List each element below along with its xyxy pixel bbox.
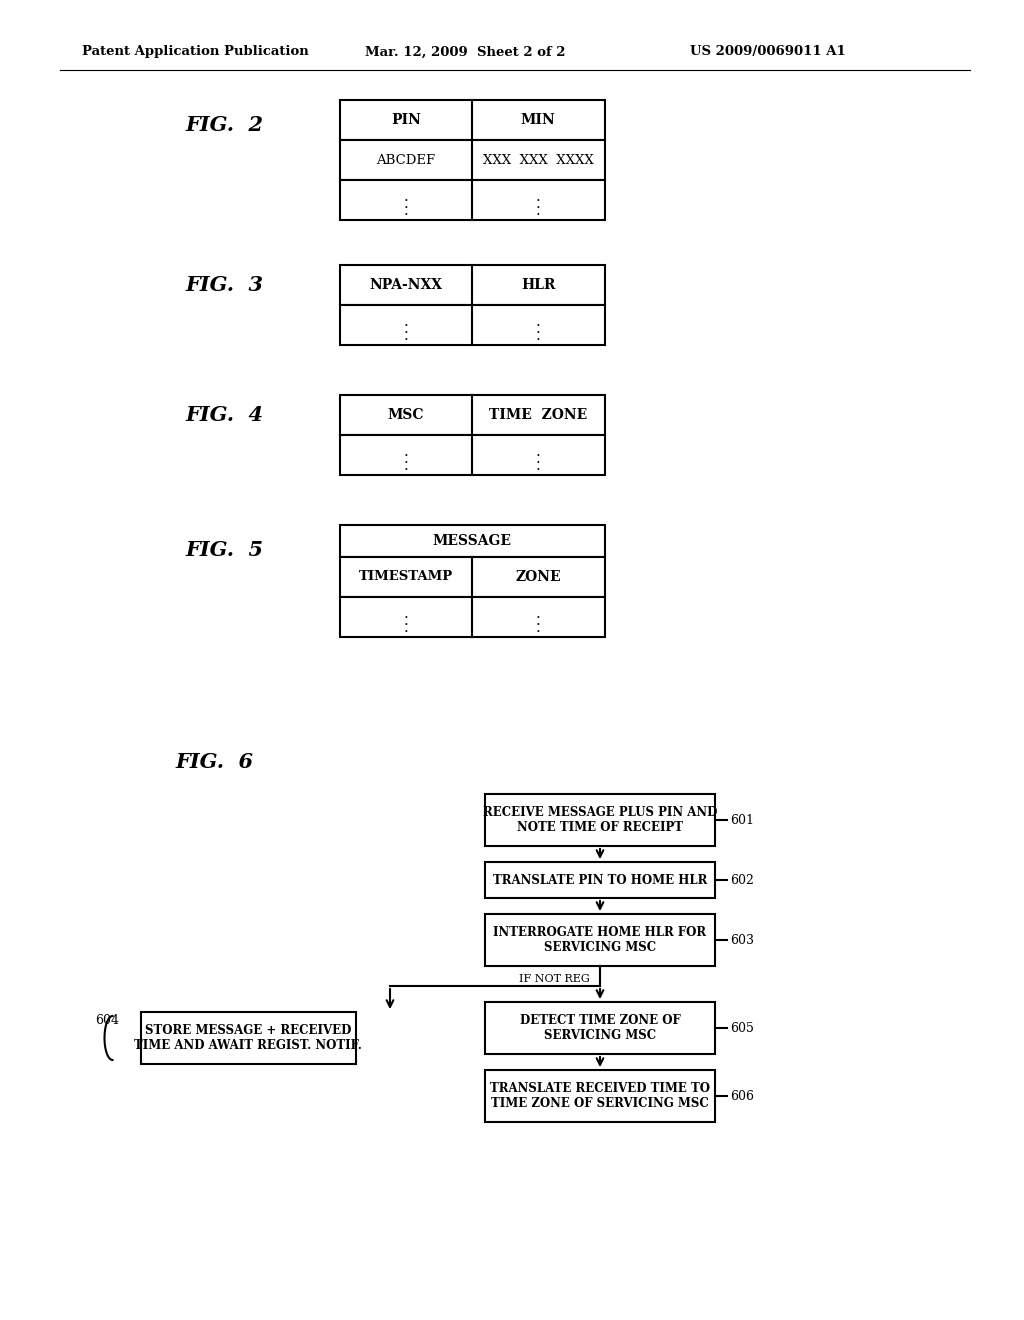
Text: NPA-NXX: NPA-NXX [370, 279, 442, 292]
Text: .: . [403, 329, 409, 343]
Text: TIMESTAMP: TIMESTAMP [358, 570, 454, 583]
Bar [340, 597, 605, 638]
Text: .: . [403, 451, 409, 466]
Text: .: . [536, 459, 541, 473]
Text: .: . [403, 315, 409, 329]
Text: .: . [403, 205, 409, 218]
Text: Mar. 12, 2009  Sheet 2 of 2: Mar. 12, 2009 Sheet 2 of 2 [365, 45, 565, 58]
Text: .: . [536, 190, 541, 205]
Bar [485, 795, 715, 846]
Text: ZONE: ZONE [515, 570, 561, 583]
Text: RECEIVE MESSAGE PLUS PIN AND
NOTE TIME OF RECEIPT: RECEIVE MESSAGE PLUS PIN AND NOTE TIME O… [482, 807, 717, 834]
Text: .: . [536, 322, 541, 337]
Text: ABCDEF: ABCDEF [377, 153, 435, 166]
Text: 602: 602 [730, 874, 754, 887]
Text: .: . [403, 197, 409, 211]
Text: .: . [403, 620, 409, 635]
Bar [340, 436, 605, 475]
Text: .: . [536, 614, 541, 628]
Text: TRANSLATE RECEIVED TIME TO
TIME ZONE OF SERVICING MSC: TRANSLATE RECEIVED TIME TO TIME ZONE OF … [490, 1082, 710, 1110]
Bar [140, 1012, 355, 1064]
Text: FIG.  2: FIG. 2 [185, 115, 263, 135]
Text: US 2009/0069011 A1: US 2009/0069011 A1 [690, 45, 846, 58]
Bar [340, 395, 605, 436]
Bar [340, 557, 605, 597]
Bar [340, 265, 605, 305]
Text: PIN: PIN [391, 114, 421, 127]
Bar [485, 1002, 715, 1053]
Text: .: . [403, 190, 409, 205]
Text: .: . [403, 607, 409, 620]
Text: FIG.  6: FIG. 6 [175, 752, 253, 772]
Text: .: . [536, 620, 541, 635]
Bar [485, 1071, 715, 1122]
Text: .: . [536, 205, 541, 218]
Text: .: . [536, 197, 541, 211]
Text: MIN: MIN [520, 114, 555, 127]
Text: DETECT TIME ZONE OF
SERVICING MSC: DETECT TIME ZONE OF SERVICING MSC [519, 1014, 680, 1041]
Bar [340, 305, 605, 345]
Text: 603: 603 [730, 933, 754, 946]
Text: MSC: MSC [388, 408, 424, 422]
Text: .: . [403, 322, 409, 337]
Text: FIG.  5: FIG. 5 [185, 540, 263, 560]
Text: FIG.  4: FIG. 4 [185, 405, 263, 425]
Text: .: . [403, 459, 409, 473]
Text: .: . [536, 329, 541, 343]
Text: FIG.  3: FIG. 3 [185, 275, 263, 294]
Text: XXX  XXX  XXXX: XXX XXX XXXX [482, 153, 593, 166]
Text: .: . [536, 607, 541, 620]
Text: IF NOT REG: IF NOT REG [519, 974, 590, 983]
Text: TRANSLATE PIN TO HOME HLR: TRANSLATE PIN TO HOME HLR [493, 874, 708, 887]
Text: MESSAGE: MESSAGE [432, 535, 512, 548]
Text: .: . [536, 445, 541, 459]
Text: .: . [403, 614, 409, 628]
Bar [340, 140, 605, 180]
Text: 606: 606 [730, 1089, 754, 1102]
Text: INTERROGATE HOME HLR FOR
SERVICING MSC: INTERROGATE HOME HLR FOR SERVICING MSC [494, 927, 707, 954]
Bar [485, 913, 715, 966]
Text: .: . [536, 315, 541, 329]
Text: HLR: HLR [521, 279, 555, 292]
Bar [340, 180, 605, 220]
Text: Patent Application Publication: Patent Application Publication [82, 45, 309, 58]
Text: .: . [536, 451, 541, 466]
Bar [340, 100, 605, 140]
Text: 605: 605 [730, 1022, 754, 1035]
Text: 601: 601 [730, 813, 754, 826]
Text: STORE MESSAGE + RECEIVED
TIME AND AWAIT REGIST. NOTIF.: STORE MESSAGE + RECEIVED TIME AND AWAIT … [134, 1024, 361, 1052]
Text: 604: 604 [95, 1014, 120, 1027]
Bar [340, 525, 605, 557]
Bar [485, 862, 715, 898]
Text: TIME  ZONE: TIME ZONE [488, 408, 587, 422]
Text: .: . [403, 445, 409, 459]
